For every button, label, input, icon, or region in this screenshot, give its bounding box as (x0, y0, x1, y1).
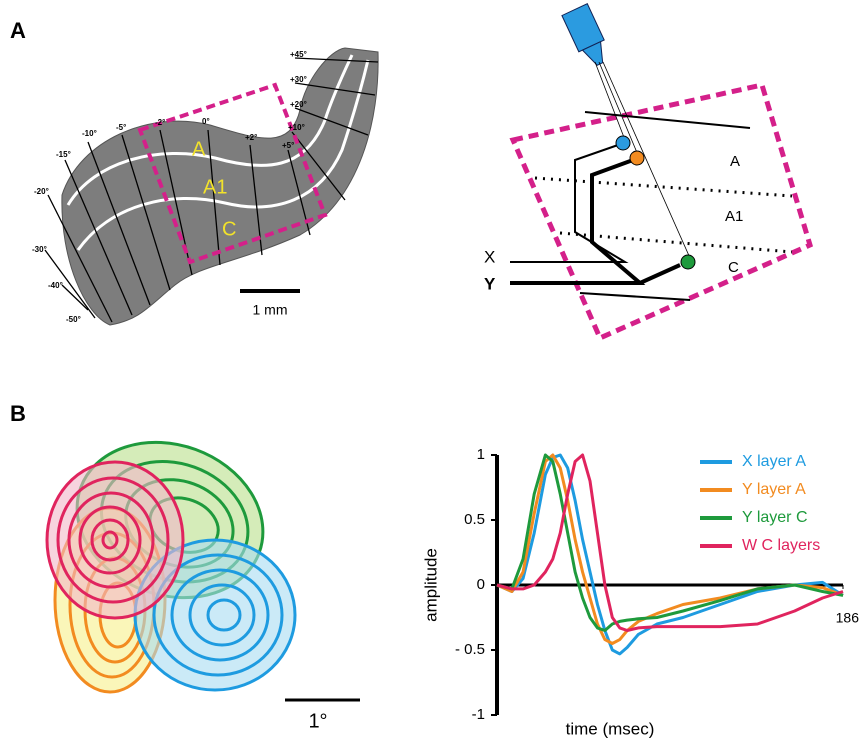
receptive-fields: 1° (47, 417, 360, 732)
degree-label: +2° (245, 133, 257, 142)
degree-label: -10° (82, 129, 97, 138)
x-cell-axon (510, 145, 625, 262)
x-axis-label: time (msec) (566, 719, 655, 738)
y-cell-axon (640, 265, 680, 283)
panel-label: B (10, 401, 26, 426)
cell-type-label: Y (484, 274, 496, 293)
scale-label: 1° (308, 710, 327, 732)
degree-label: +30° (290, 75, 307, 84)
y-tick-label: - 0.5 (455, 641, 485, 658)
recording-diagram: A A1 C X Y (484, 4, 810, 338)
y-cell (630, 151, 644, 165)
x-cell (616, 136, 630, 150)
degree-label: -5° (116, 123, 126, 132)
layer-label: C (222, 218, 236, 240)
layer-labels: A A1 C (725, 153, 743, 276)
region-outline (513, 85, 810, 338)
electrode-connector (562, 4, 613, 70)
axon (580, 293, 690, 300)
legend-label: X layer A (742, 453, 806, 470)
degree-label: -15° (56, 150, 71, 159)
cell-type-label: X (484, 247, 495, 266)
legend-label: W C layers (742, 537, 820, 554)
layer-label: A1 (725, 208, 743, 225)
legend-label: Y layer A (742, 481, 806, 498)
lgn-map: +45° +30° +20° +10° +5° +2° 0° -2° -5° -… (32, 48, 378, 325)
figure: A B +45° +30° +20° +10° +5° +2° 0° -2° -… (0, 0, 861, 741)
y-tick-label: 0.5 (464, 511, 485, 528)
y-tick-label: -1 (472, 706, 485, 723)
layer-label: C (728, 259, 739, 276)
degree-label: +45° (290, 50, 307, 59)
degree-label: +20° (290, 100, 307, 109)
y-cell (681, 255, 695, 269)
layer-label: A1 (203, 176, 227, 198)
rf-contours-red (47, 462, 183, 618)
degree-label: -2° (155, 118, 165, 127)
y-tick-label: 1 (477, 446, 485, 463)
scale-label: 1 mm (253, 302, 288, 318)
panel-label: A (10, 18, 26, 43)
layer-label: A (730, 153, 740, 170)
layer-label: A (192, 138, 206, 160)
degree-label: -50° (66, 315, 81, 324)
degree-label: +5° (282, 141, 294, 150)
y-tick-label: 0 (477, 576, 485, 593)
degree-label: -20° (34, 187, 49, 196)
legend-label: Y layer C (742, 509, 808, 526)
y-axis-label: amplitude (421, 548, 440, 622)
degree-label: 0° (202, 117, 210, 126)
line-chart: 1 0.5 0 - 0.5 -1 186 amplitude time (msec) X lay… (421, 446, 859, 739)
layer-boundary (535, 178, 792, 196)
degree-label: -40° (48, 281, 63, 290)
degree-label: +10° (288, 123, 305, 132)
x-tick-label: 186 (836, 610, 860, 626)
degree-label: -30° (32, 245, 47, 254)
